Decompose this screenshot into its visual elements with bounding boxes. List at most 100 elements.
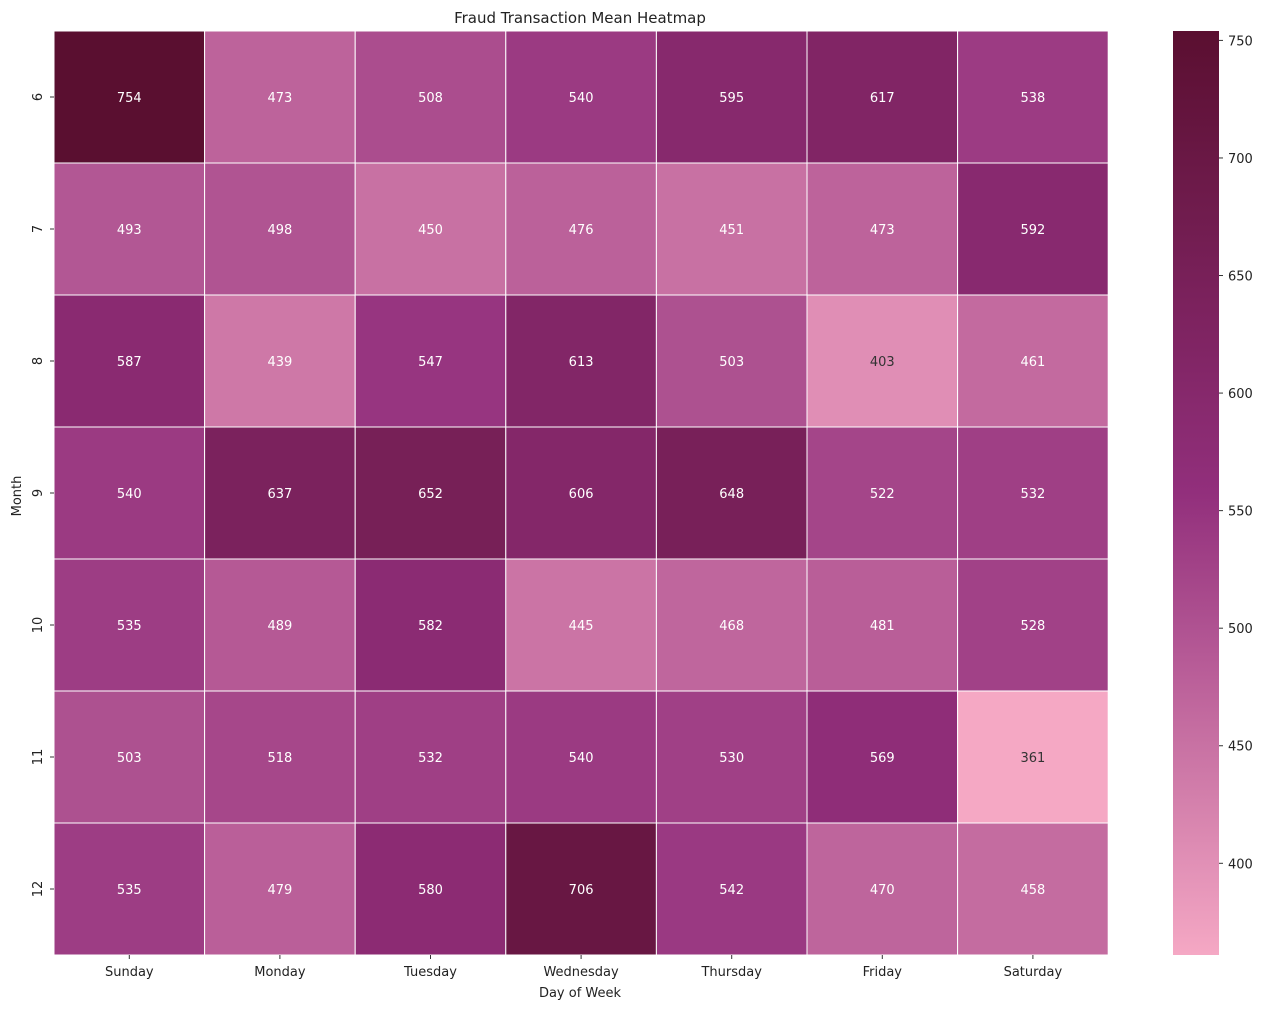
y-tick-label: 6	[31, 93, 46, 101]
cell-value-label: 535	[117, 619, 142, 634]
heatmap-cell	[354, 30, 507, 164]
colorbar-tick-label: 500	[1228, 622, 1253, 637]
heatmap-cell	[957, 558, 1109, 692]
cell-value-label: 439	[267, 355, 292, 370]
y-axis-ticks: 6 7 8 9 10 11 12	[31, 93, 54, 897]
heatmap-cell	[957, 690, 1109, 824]
cell-value-label: 538	[1020, 91, 1045, 106]
y-tick-label: 7	[31, 225, 46, 233]
heatmap-cell	[806, 162, 959, 296]
colorbar-tick-label: 550	[1228, 505, 1253, 520]
x-tick-label: Friday	[863, 965, 903, 980]
cell-value-label: 706	[569, 883, 594, 898]
cell-value-label: 403	[870, 355, 895, 370]
heatmap-cell	[505, 30, 657, 164]
cell-value-label: 503	[117, 751, 142, 766]
cell-value-label: 458	[1020, 883, 1045, 898]
x-tick-label: Saturday	[1004, 965, 1063, 980]
cell-value-label: 535	[117, 883, 142, 898]
chart-title: Fraud Transaction Mean Heatmap	[454, 9, 706, 27]
colorbar-tick-label: 650	[1228, 270, 1253, 285]
heatmap-cell	[806, 558, 959, 692]
heatmap-cell	[806, 822, 959, 956]
cell-value-label: 451	[719, 223, 744, 238]
y-tick-label: 9	[31, 489, 46, 497]
cell-value-label: 468	[719, 619, 744, 634]
heatmap-cell	[53, 30, 206, 164]
x-axis-ticks: Sunday Monday Tuesday Wednesday Thursday Frid…	[105, 955, 1063, 980]
y-tick-label: 12	[31, 881, 46, 898]
heatmap-cell	[505, 822, 657, 956]
heatmap-cell	[505, 690, 657, 824]
colorbar-tick-label: 750	[1228, 34, 1253, 49]
colorbar-tick-label: 700	[1228, 152, 1253, 167]
cell-value-label: 493	[117, 223, 142, 238]
cell-value-label: 637	[267, 487, 292, 502]
heatmap-cell	[354, 822, 507, 956]
heatmap-cell	[505, 294, 657, 428]
cell-value-label: 473	[267, 91, 292, 106]
cell-value-label: 473	[870, 223, 895, 238]
y-tick-label: 10	[31, 617, 46, 634]
cell-value-label: 532	[418, 751, 443, 766]
cell-value-label: 530	[719, 751, 744, 766]
cell-value-label: 461	[1020, 355, 1045, 370]
heatmap-cell	[806, 30, 959, 164]
heatmap-cell	[655, 162, 808, 296]
cell-value-label: 754	[117, 91, 142, 106]
cell-value-label: 540	[117, 487, 142, 502]
cell-value-label: 470	[870, 883, 895, 898]
cell-value-label: 652	[418, 487, 443, 502]
y-axis-label: Month	[10, 476, 25, 517]
heatmap-cell	[957, 162, 1109, 296]
colorbar-gradient	[1173, 31, 1219, 955]
cell-value-label: 518	[267, 751, 292, 766]
x-tick-label: Thursday	[700, 965, 762, 980]
heatmap-cell	[53, 162, 206, 296]
cell-value-label: 445	[569, 619, 594, 634]
heatmap-cell	[957, 294, 1109, 428]
heatmap-cell	[655, 690, 808, 824]
cell-value-label: 613	[569, 355, 594, 370]
colorbar-tick-label: 400	[1228, 857, 1253, 872]
x-axis-label: Day of Week	[539, 986, 622, 1001]
cell-value-label: 547	[418, 355, 443, 370]
heatmap-cell	[53, 558, 206, 692]
x-tick-label: Sunday	[105, 965, 154, 980]
cell-value-label: 450	[418, 223, 443, 238]
heatmap-cell	[655, 30, 808, 164]
cell-value-label: 595	[719, 91, 744, 106]
cell-value-label: 476	[569, 223, 594, 238]
heatmap-cell	[204, 426, 356, 560]
colorbar-tick-label: 450	[1228, 740, 1253, 755]
heatmap-cell	[806, 426, 959, 560]
heatmap-cell	[957, 822, 1109, 956]
cell-value-label: 580	[418, 883, 443, 898]
cell-value-label: 582	[418, 619, 443, 634]
x-tick-label: Monday	[254, 965, 306, 980]
cell-value-label: 528	[1020, 619, 1045, 634]
x-tick-label: Tuesday	[403, 965, 457, 980]
heatmap-cell	[354, 294, 507, 428]
heatmap-cells: 754 473 508 540 595 617 538 493 498 450 476 451 473 5…	[53, 30, 1109, 956]
cell-value-label: 540	[569, 751, 594, 766]
cell-value-label: 479	[267, 883, 292, 898]
cell-value-label: 489	[267, 619, 292, 634]
heatmap-cell	[806, 294, 959, 428]
heatmap-cell	[53, 690, 206, 824]
cell-value-label: 503	[719, 355, 744, 370]
x-tick-label: Wednesday	[543, 965, 619, 980]
heatmap-cell	[204, 690, 356, 824]
cell-value-label: 592	[1020, 223, 1045, 238]
cell-value-label: 569	[870, 751, 895, 766]
heatmap-cell	[53, 426, 206, 560]
heatmap-cell	[957, 426, 1109, 560]
cell-value-label: 532	[1020, 487, 1045, 502]
cell-value-label: 361	[1020, 751, 1045, 766]
heatmap-cell	[505, 426, 657, 560]
heatmap-cell	[204, 30, 356, 164]
cell-value-label: 542	[719, 883, 744, 898]
cell-value-label: 498	[267, 223, 292, 238]
